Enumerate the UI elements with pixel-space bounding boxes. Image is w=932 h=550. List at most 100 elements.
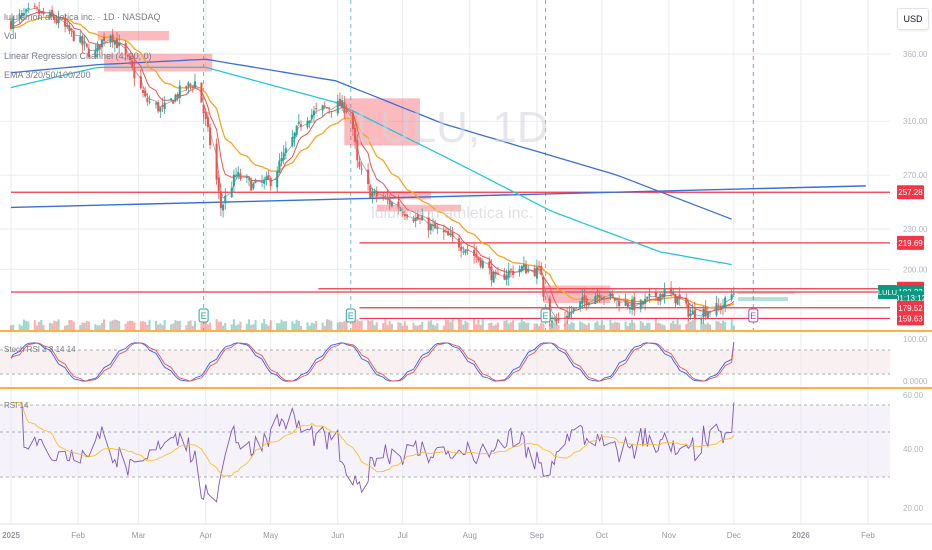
price-badge[interactable] xyxy=(897,311,924,326)
candle-body xyxy=(594,296,597,305)
time-tick-label: Aug xyxy=(463,531,477,540)
volume-bar xyxy=(479,324,482,330)
candle-body xyxy=(222,204,225,211)
candle-body xyxy=(40,11,43,13)
volume-bar xyxy=(399,322,402,330)
volume-bar xyxy=(146,324,149,330)
volume-bar xyxy=(269,320,272,330)
volume-bar xyxy=(687,319,690,330)
volume-bar xyxy=(648,322,651,330)
volume-bar xyxy=(232,319,235,330)
candle-body xyxy=(442,230,445,233)
candle-body xyxy=(343,101,346,113)
candle-body xyxy=(687,304,690,317)
time-tick-label: May xyxy=(263,531,278,540)
time-tick-label: Mar xyxy=(132,531,146,540)
volume-bar xyxy=(306,322,309,330)
volume-bar xyxy=(676,319,679,330)
volume-bar xyxy=(644,325,647,330)
symbol-title[interactable]: lululemon athletica inc. · 1D · NASDAQ xyxy=(4,12,161,22)
candle-body xyxy=(48,12,51,17)
price-badge[interactable] xyxy=(897,235,924,250)
candle-body xyxy=(732,293,735,295)
candle-body xyxy=(51,9,54,17)
candle-body xyxy=(689,313,692,317)
candle-body xyxy=(209,127,212,146)
volume-bar xyxy=(358,321,361,330)
candle-body xyxy=(542,277,545,297)
candle-body xyxy=(715,302,718,315)
volume-bar xyxy=(55,321,58,330)
time-tick-label: Feb xyxy=(71,531,85,540)
candle-body xyxy=(297,121,300,124)
volume-bar xyxy=(436,323,439,330)
candles xyxy=(9,1,735,329)
supply-zone xyxy=(370,191,431,200)
candle-body xyxy=(700,317,703,321)
volume-bar xyxy=(581,322,584,330)
price-badge[interactable] xyxy=(897,185,924,200)
candle-body xyxy=(109,35,112,43)
ema-legend[interactable]: EMA 3/20/50/100/200 xyxy=(4,70,91,80)
candle-body xyxy=(462,251,465,253)
candle-body xyxy=(522,264,525,267)
candle-body xyxy=(533,268,536,276)
regression-legend[interactable]: Linear Regression Channel (4, 20, 0) xyxy=(4,51,152,61)
candle-body xyxy=(53,17,56,21)
earnings-marker-label: E xyxy=(543,311,549,321)
candle-body xyxy=(585,298,588,305)
stoch-tick-label: 0.0000 xyxy=(903,377,928,386)
candle-body xyxy=(646,296,649,299)
candle-body xyxy=(418,218,422,220)
candle-body xyxy=(282,152,285,161)
candle-body xyxy=(299,124,303,127)
volume-bar xyxy=(540,322,543,330)
volume-bar xyxy=(535,323,538,330)
volume-bar xyxy=(94,324,97,330)
candle-body xyxy=(113,40,116,45)
volume-bar xyxy=(217,321,220,330)
volume-bar xyxy=(568,324,571,330)
candle-body xyxy=(609,292,612,297)
volume-bar xyxy=(68,319,71,330)
earnings-marker[interactable] xyxy=(198,308,209,323)
watermark-symbol: LULU, 1D xyxy=(355,103,548,152)
time-tick-label: Nov xyxy=(662,531,676,540)
currency-button[interactable]: USD xyxy=(897,8,929,30)
volume-bar xyxy=(715,320,718,330)
candle-body xyxy=(133,67,136,79)
earnings-marker[interactable] xyxy=(540,308,551,323)
volume-bar xyxy=(572,323,575,330)
volume-bar xyxy=(315,320,318,330)
candle-body xyxy=(598,294,601,298)
price-badge[interactable] xyxy=(897,300,924,315)
candle-body xyxy=(87,49,90,57)
volume-bar xyxy=(48,322,51,330)
candle-body xyxy=(583,295,586,300)
candle-body xyxy=(12,18,15,29)
ticker-badge[interactable] xyxy=(878,284,897,299)
volume-bar xyxy=(297,320,300,330)
earnings-marker[interactable] xyxy=(345,308,356,323)
volume-bar xyxy=(674,324,677,330)
volume-bar xyxy=(646,322,649,330)
candle-body xyxy=(540,265,543,275)
earnings-marker[interactable] xyxy=(748,308,759,323)
stoch-tick-label: 100.00 xyxy=(903,335,928,344)
rsi-line xyxy=(11,402,735,503)
candle-body xyxy=(33,5,36,7)
volume-bar xyxy=(202,317,205,330)
volume-bar xyxy=(494,324,497,330)
volume-bar xyxy=(170,324,173,330)
volume-legend[interactable]: Vol xyxy=(4,31,17,41)
candle-body xyxy=(475,254,478,258)
price-badge-label: 179.52 xyxy=(898,304,923,313)
candle-body xyxy=(345,110,348,112)
candle-body xyxy=(429,224,432,231)
volume-bar xyxy=(598,325,601,330)
volume-bar xyxy=(330,320,333,330)
candle-body xyxy=(466,249,469,251)
stoch-band xyxy=(0,350,890,374)
